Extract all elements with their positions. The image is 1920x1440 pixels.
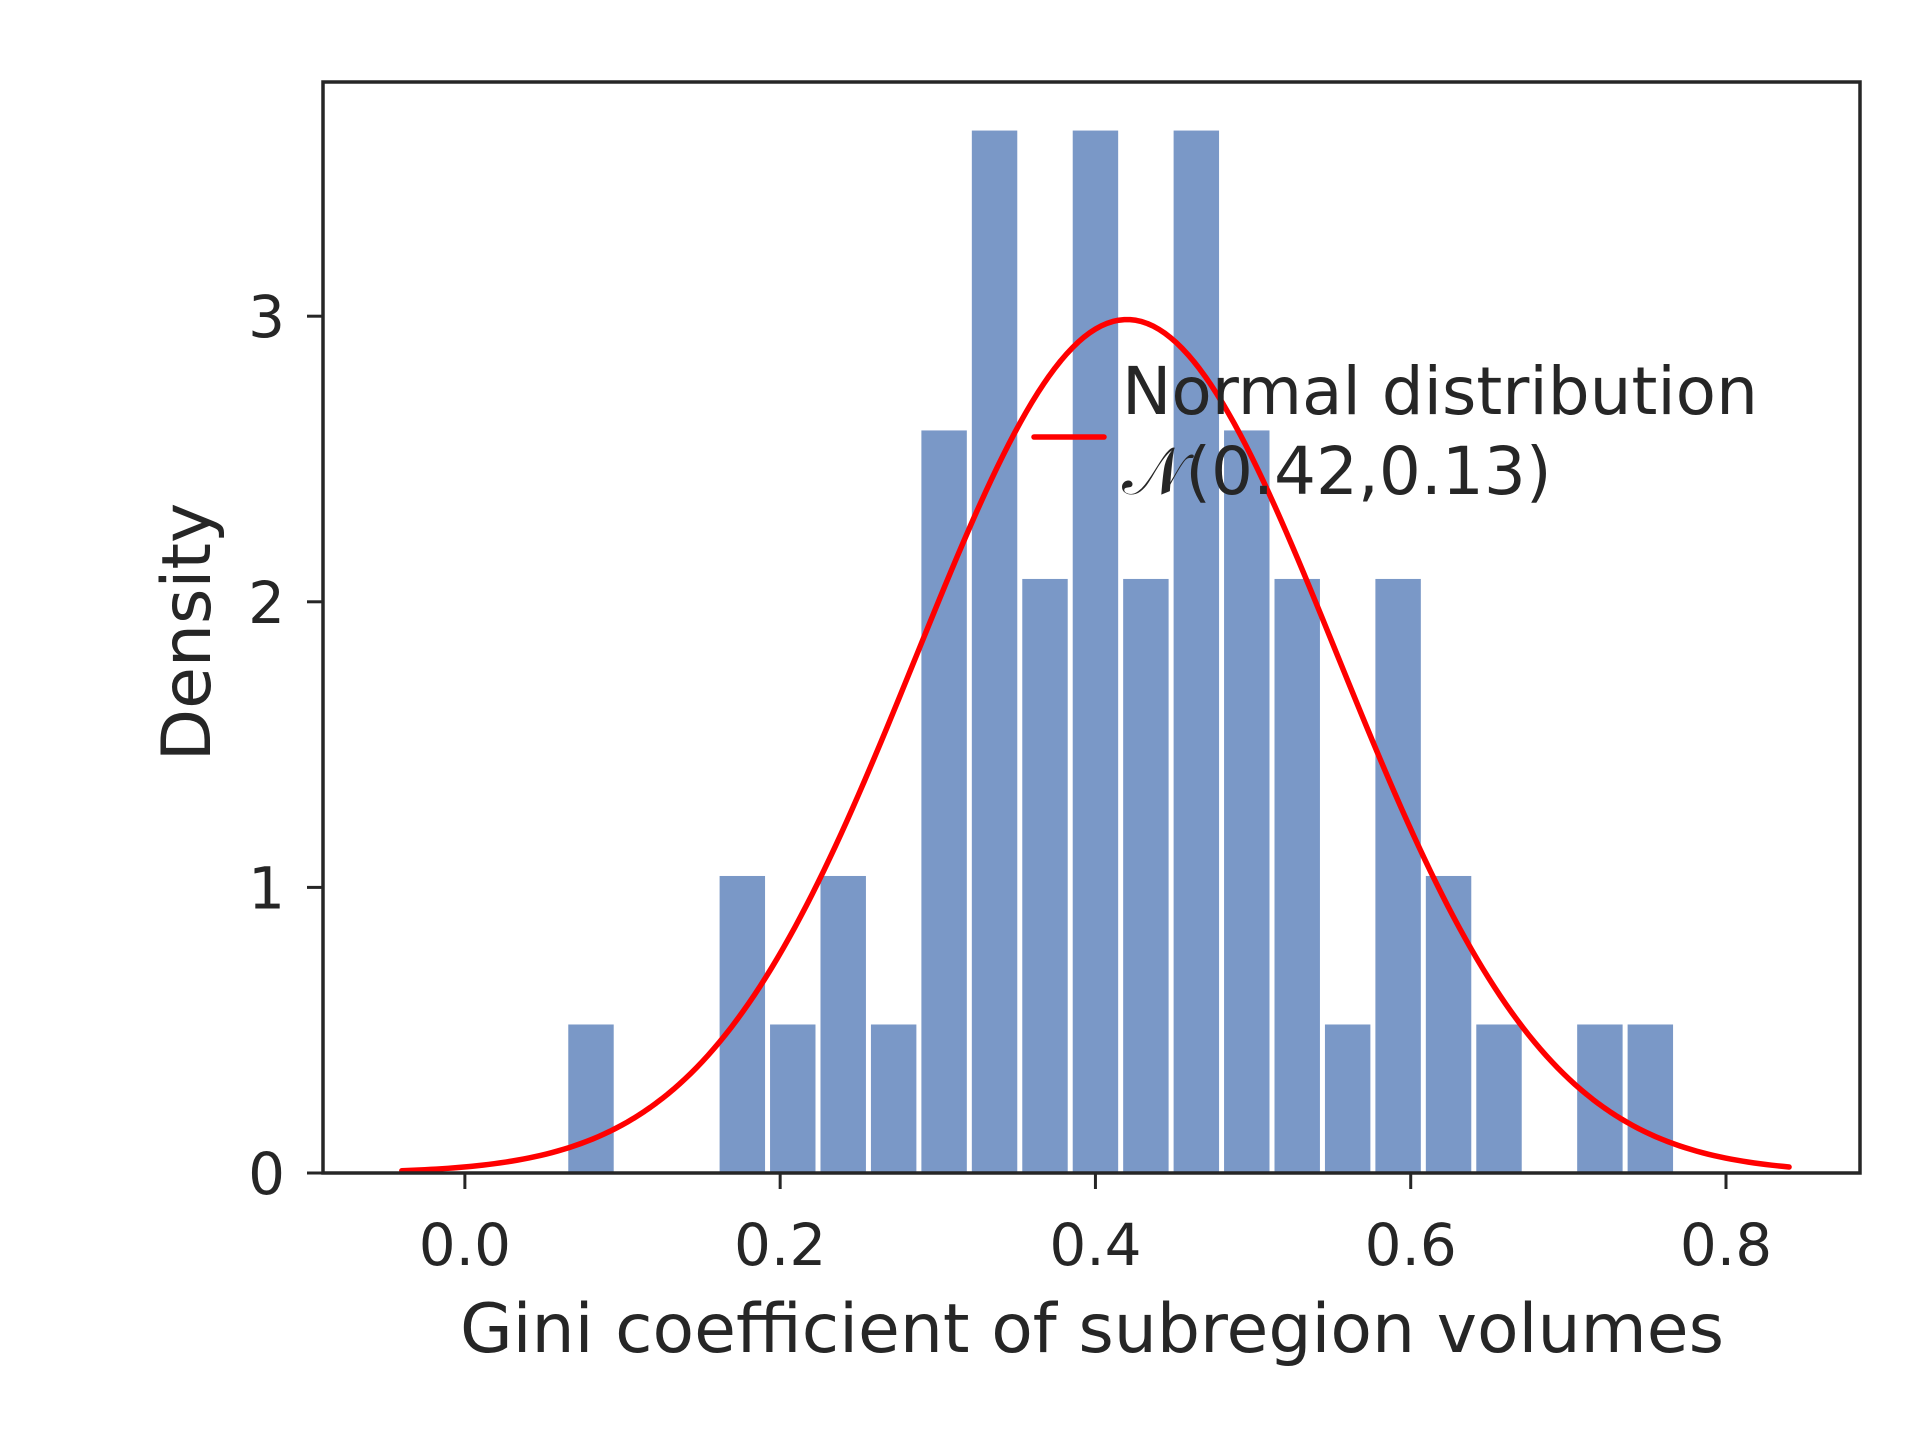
histogram-bar [1224, 430, 1270, 1173]
legend: Normal distribution 𝒩(0.42,0.13) [1031, 353, 1758, 510]
y-tick-label: 2 [248, 569, 285, 637]
histogram-bar [921, 430, 967, 1173]
x-axis-label: Gini coefficient of subregion volumes [460, 1290, 1724, 1369]
x-tick-label: 0.2 [734, 1211, 826, 1279]
histogram-bar [1627, 1024, 1674, 1173]
histogram-bar [1425, 875, 1472, 1173]
y-tick-label: 1 [248, 854, 285, 922]
histogram-bar [1123, 578, 1169, 1173]
histogram-bar [1577, 1024, 1623, 1173]
histogram-bar [568, 1024, 614, 1173]
x-tick-label: 0.4 [1049, 1211, 1141, 1279]
y-tick-label: 0 [248, 1140, 285, 1208]
legend-label-formula: 𝒩(0.42,0.13) [1122, 433, 1552, 510]
x-tick-label: 0.0 [419, 1211, 511, 1279]
histogram-bar [820, 875, 866, 1173]
y-axis-ticks: 0 1 2 3 [248, 283, 323, 1208]
histogram-bars [568, 130, 1674, 1173]
y-tick-label: 3 [248, 283, 285, 351]
histogram-bar [1274, 578, 1320, 1173]
legend-label-name: Normal distribution [1122, 353, 1758, 430]
histogram-bar [770, 1024, 816, 1173]
x-tick-label: 0.8 [1680, 1211, 1772, 1279]
histogram-bar [971, 130, 1018, 1173]
plot-frame [321, 80, 1862, 1175]
histogram-bar [870, 1024, 917, 1173]
histogram-bar [1173, 130, 1220, 1173]
histogram-bar [1072, 130, 1119, 1173]
normal-distribution-curve [399, 316, 1792, 1174]
histogram-bar [1022, 578, 1068, 1173]
histogram-bar [1375, 578, 1421, 1173]
histogram-bar [1324, 1024, 1371, 1173]
histogram-bar [1476, 1024, 1522, 1173]
x-tick-label: 0.6 [1365, 1211, 1457, 1279]
x-axis-ticks: 0.0 0.2 0.4 0.6 0.8 [419, 1173, 1772, 1279]
y-axis-label: Density [148, 503, 227, 762]
histogram-bar [719, 875, 766, 1173]
